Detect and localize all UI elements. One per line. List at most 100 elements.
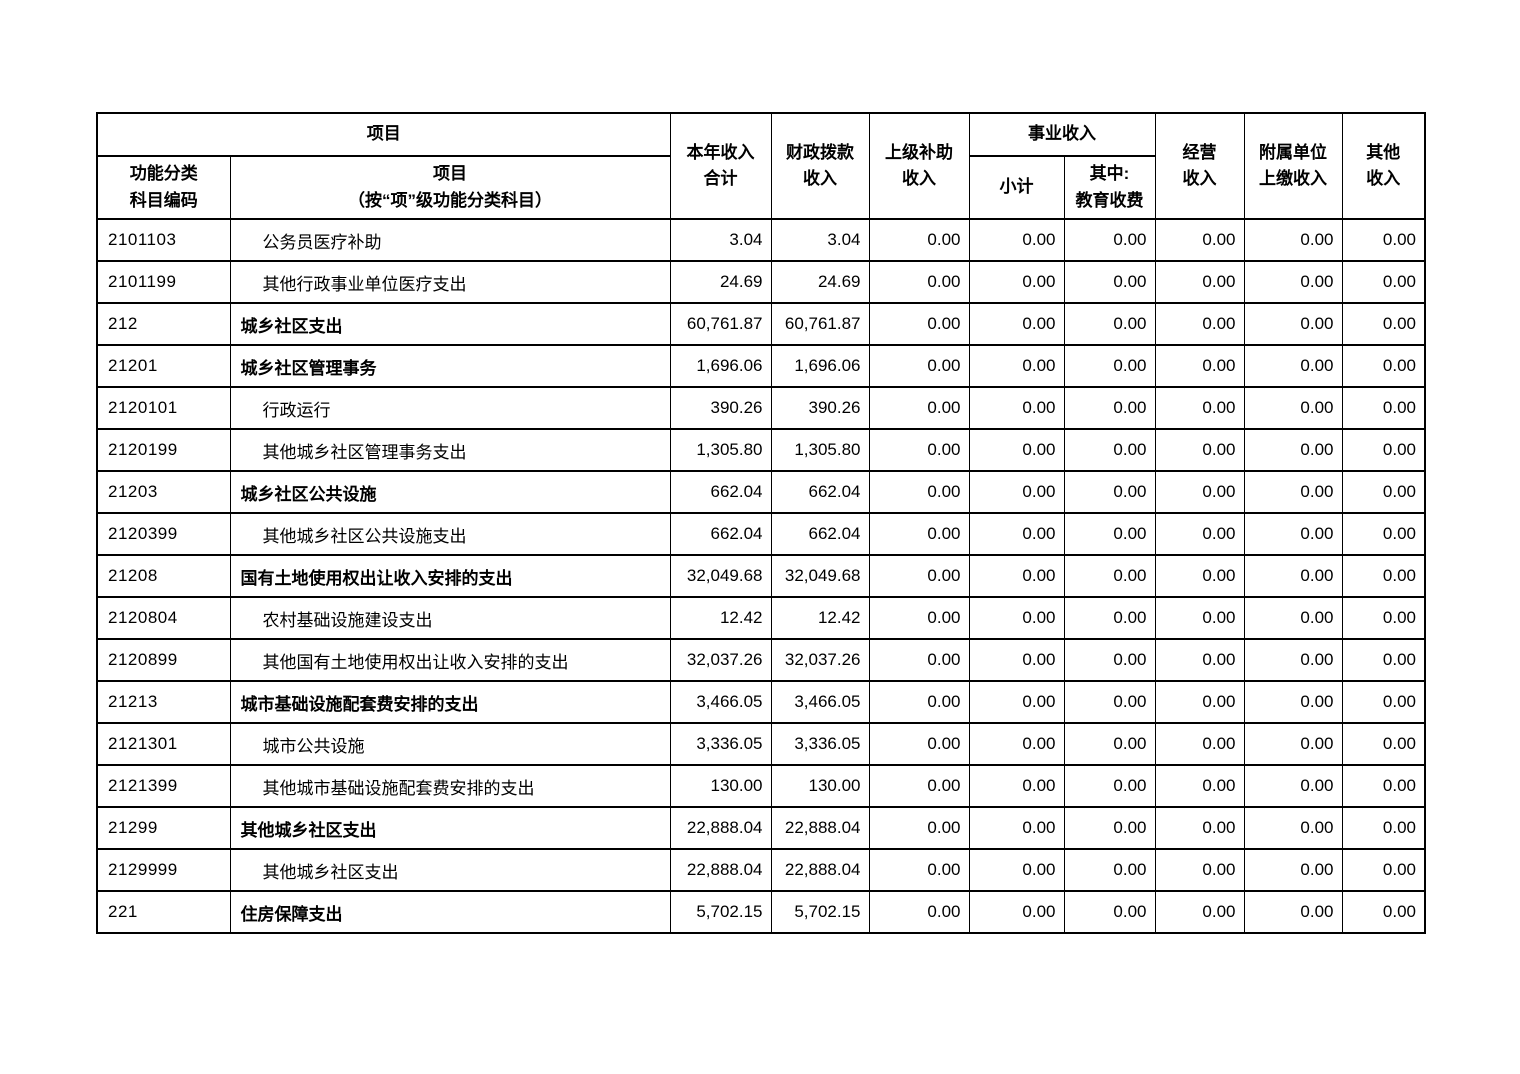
cell-amount: 5,702.15 — [669, 890, 772, 934]
cell-function-code: 2129999 — [96, 848, 231, 892]
cell-amount: 0.00 — [1154, 890, 1245, 934]
cell-amount: 0.00 — [968, 596, 1065, 640]
cell-item-name: 国有土地使用权出让收入安排的支出 — [229, 554, 671, 598]
cell-amount: 0.00 — [1243, 596, 1343, 640]
cell-amount: 0.00 — [1063, 218, 1156, 262]
cell-amount: 1,696.06 — [669, 344, 772, 388]
cell-item-name: 农村基础设施建设支出 — [229, 596, 671, 640]
cell-amount: 390.26 — [669, 386, 772, 430]
cell-amount: 0.00 — [1063, 806, 1156, 850]
cell-amount: 0.00 — [1341, 680, 1426, 724]
cell-amount: 0.00 — [968, 638, 1065, 682]
table-body: 2101103 公务员医疗补助 3.04 3.04 0.00 0.00 0.00 0.00 0.… — [96, 218, 1426, 934]
cell-amount: 0.00 — [968, 260, 1065, 304]
header-name-label: 项目 （按“项”级功能分类科目） — [229, 155, 671, 220]
cell-amount: 3.04 — [669, 218, 772, 262]
cell-amount: 3,336.05 — [669, 722, 772, 766]
header-col-fiscal: 财政拨款 收入 — [770, 112, 870, 220]
cell-amount: 0.00 — [1154, 638, 1245, 682]
cell-amount: 0.00 — [1154, 344, 1245, 388]
header-col-business-subtotal: 小计 — [968, 155, 1065, 220]
cell-amount: 0.00 — [1243, 806, 1343, 850]
cell-amount: 0.00 — [968, 848, 1065, 892]
cell-amount: 32,049.68 — [669, 554, 772, 598]
cell-amount: 0.00 — [868, 512, 970, 556]
cell-amount: 0.00 — [1154, 218, 1245, 262]
cell-amount: 0.00 — [1063, 386, 1156, 430]
cell-item-name: 行政运行 — [229, 386, 671, 430]
cell-amount: 0.00 — [1154, 512, 1245, 556]
cell-amount: 0.00 — [1243, 554, 1343, 598]
cell-amount: 0.00 — [868, 386, 970, 430]
cell-amount: 22,888.04 — [770, 806, 870, 850]
table-row: 2121301 城市公共设施 3,336.05 3,336.05 0.00 0.00 0.0… — [96, 722, 1426, 766]
cell-amount: 0.00 — [1063, 638, 1156, 682]
cell-item-name: 其他行政事业单位医疗支出 — [229, 260, 671, 304]
cell-amount: 0.00 — [1243, 428, 1343, 472]
cell-amount: 0.00 — [968, 302, 1065, 346]
cell-amount: 0.00 — [868, 554, 970, 598]
cell-amount: 3,336.05 — [770, 722, 870, 766]
header-code-label: 功能分类 科目编码 — [96, 155, 231, 220]
table-row: 21213 城市基础设施配套费安排的支出 3,466.05 3,466.05 0.00 0… — [96, 680, 1426, 724]
cell-amount: 0.00 — [968, 428, 1065, 472]
cell-amount: 0.00 — [1243, 890, 1343, 934]
cell-amount: 22,888.04 — [669, 848, 772, 892]
cell-amount: 0.00 — [1063, 302, 1156, 346]
cell-amount: 662.04 — [669, 470, 772, 514]
cell-amount: 3,466.05 — [770, 680, 870, 724]
cell-amount: 0.00 — [868, 302, 970, 346]
header-col-other: 其他 收入 — [1341, 112, 1426, 220]
cell-amount: 12.42 — [770, 596, 870, 640]
cell-amount: 0.00 — [1063, 890, 1156, 934]
cell-amount: 0.00 — [1243, 470, 1343, 514]
cell-amount: 662.04 — [669, 512, 772, 556]
cell-amount: 0.00 — [1243, 512, 1343, 556]
header-col-operating: 经营 收入 — [1154, 112, 1245, 220]
cell-amount: 130.00 — [770, 764, 870, 808]
cell-amount: 0.00 — [1154, 806, 1245, 850]
cell-amount: 0.00 — [1063, 428, 1156, 472]
cell-amount: 0.00 — [1063, 764, 1156, 808]
cell-amount: 0.00 — [1154, 260, 1245, 304]
cell-amount: 0.00 — [1154, 428, 1245, 472]
table-row: 2121399 其他城市基础设施配套费安排的支出 130.00 130.00 0.00 0… — [96, 764, 1426, 808]
cell-function-code: 21299 — [96, 806, 231, 850]
cell-amount: 0.00 — [1341, 638, 1426, 682]
cell-function-code: 2121399 — [96, 764, 231, 808]
cell-item-name: 其他城乡社区管理事务支出 — [229, 428, 671, 472]
cell-amount: 1,696.06 — [770, 344, 870, 388]
cell-amount: 3,466.05 — [669, 680, 772, 724]
table-row: 21203 城乡社区公共设施 662.04 662.04 0.00 0.00 0.00 0.0… — [96, 470, 1426, 514]
cell-amount: 0.00 — [968, 218, 1065, 262]
cell-function-code: 2120101 — [96, 386, 231, 430]
cell-amount: 0.00 — [968, 344, 1065, 388]
cell-amount: 0.00 — [1154, 848, 1245, 892]
cell-item-name: 住房保障支出 — [229, 890, 671, 934]
table-row: 212 城乡社区支出 60,761.87 60,761.87 0.00 0.00 0.00 0… — [96, 302, 1426, 346]
header-col-total: 本年收入 合计 — [669, 112, 772, 220]
cell-amount: 0.00 — [1063, 512, 1156, 556]
cell-amount: 0.00 — [968, 386, 1065, 430]
cell-amount: 0.00 — [868, 344, 970, 388]
cell-amount: 1,305.80 — [770, 428, 870, 472]
cell-amount: 0.00 — [1154, 554, 1245, 598]
header-project-group: 项目 — [96, 112, 671, 157]
cell-amount: 0.00 — [1154, 302, 1245, 346]
cell-amount: 0.00 — [1243, 848, 1343, 892]
cell-amount: 60,761.87 — [770, 302, 870, 346]
cell-amount: 0.00 — [1243, 764, 1343, 808]
cell-amount: 662.04 — [770, 512, 870, 556]
cell-amount: 0.00 — [868, 764, 970, 808]
cell-amount: 0.00 — [1154, 386, 1245, 430]
cell-amount: 0.00 — [1063, 344, 1156, 388]
cell-amount: 0.00 — [868, 260, 970, 304]
cell-amount: 0.00 — [1063, 260, 1156, 304]
cell-amount: 0.00 — [868, 848, 970, 892]
table-row: 21208 国有土地使用权出让收入安排的支出 32,049.68 32,049.68 0… — [96, 554, 1426, 598]
cell-item-name: 其他城市基础设施配套费安排的支出 — [229, 764, 671, 808]
cell-item-name: 城乡社区支出 — [229, 302, 671, 346]
cell-amount: 0.00 — [868, 218, 970, 262]
header-col-affiliated: 附属单位 上缴收入 — [1243, 112, 1343, 220]
